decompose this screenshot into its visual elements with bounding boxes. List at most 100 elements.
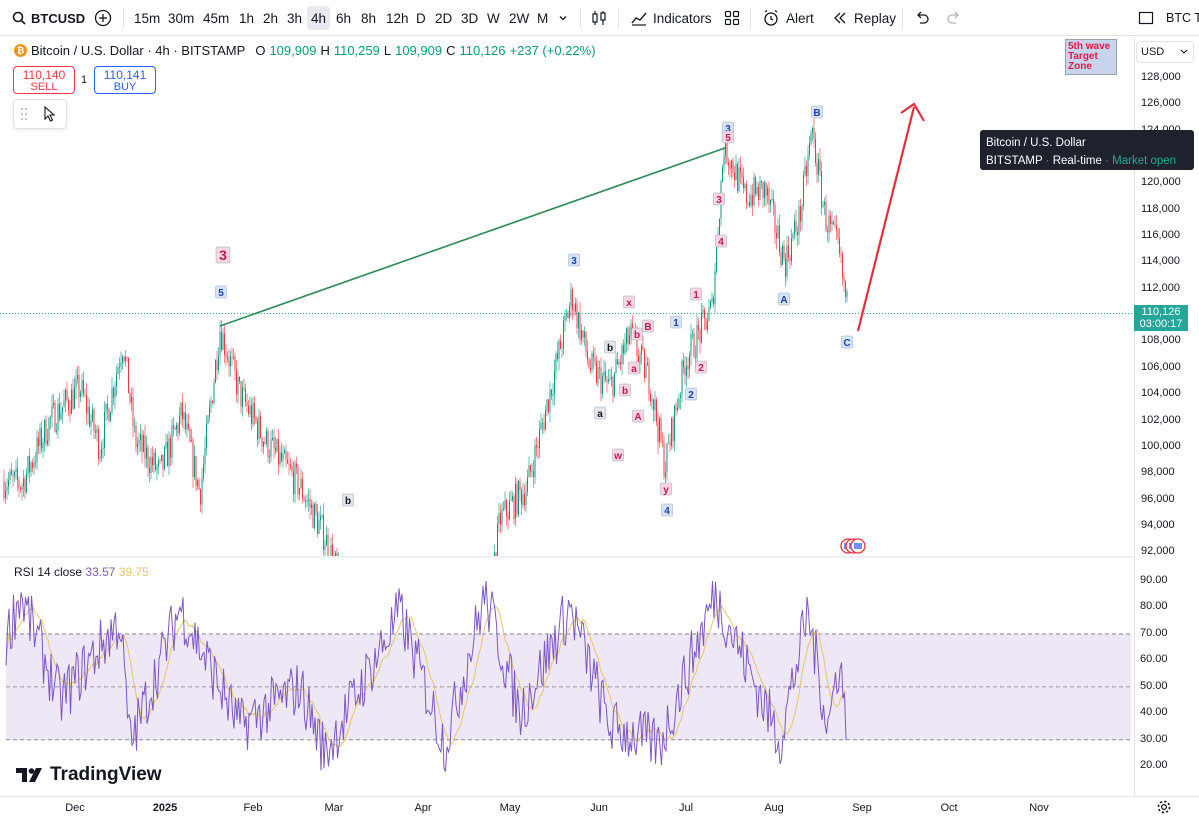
candle-body	[252, 403, 254, 424]
layouts-button[interactable]	[724, 0, 740, 36]
target-zone-note[interactable]: 5th wave Target Zone	[1065, 39, 1117, 75]
replay-button[interactable]: Replay	[832, 0, 896, 36]
arrow-head	[900, 102, 925, 122]
candle-body	[324, 545, 326, 550]
tf-6h[interactable]: 6h	[336, 10, 352, 26]
add-symbol-button[interactable]	[94, 0, 112, 36]
bitcoin-icon: ₿	[14, 44, 27, 57]
candle-body	[297, 466, 299, 495]
tf-1h[interactable]: 1h	[239, 10, 255, 26]
candle-body	[101, 449, 102, 458]
symbol-search[interactable]: BTCUSD	[12, 0, 85, 36]
tf-2d[interactable]: 2D	[435, 10, 453, 26]
candle-body	[554, 370, 555, 394]
rsi-line	[5, 580, 847, 772]
tf-15m[interactable]: 15m	[134, 10, 161, 26]
candle-body	[300, 478, 302, 489]
currency-select[interactable]: USD	[1136, 41, 1194, 63]
candle-body	[272, 437, 273, 440]
redo-icon	[947, 11, 959, 24]
candle-body	[675, 405, 677, 411]
sell-button[interactable]: 110,140 SELL	[13, 66, 75, 94]
candle-body	[759, 180, 761, 201]
compare-button[interactable]: BTC T	[1138, 0, 1199, 36]
buy-button[interactable]: 110,141 BUY	[94, 66, 156, 94]
candle-body	[597, 367, 599, 383]
time-axis-label: Jun	[590, 802, 608, 814]
candle-body	[143, 435, 144, 452]
tf-2w[interactable]: 2W	[509, 10, 530, 26]
tf-d[interactable]: D	[416, 10, 426, 26]
candle-body	[57, 403, 59, 431]
tf-45m[interactable]: 45m	[203, 10, 230, 26]
tradingview-logo[interactable]: TradingView	[16, 764, 162, 786]
candle-body	[747, 202, 749, 204]
time-axis-label: Nov	[1029, 802, 1049, 814]
chart-type-button[interactable]	[590, 0, 608, 36]
tf-8h[interactable]: 8h	[361, 10, 377, 26]
candle-body	[690, 334, 692, 356]
candle-body	[141, 434, 143, 452]
candle-body	[65, 389, 66, 401]
timeframe-dropdown[interactable]	[558, 0, 568, 36]
candle-body	[567, 313, 569, 319]
candle-body	[566, 313, 567, 316]
candle-body	[263, 441, 264, 447]
symbol-tooltip: Bitcoin / U.S. Dollar BITSTAMP · Real-ti…	[980, 130, 1194, 170]
candle-body	[152, 456, 153, 466]
close-label: C	[446, 43, 456, 58]
candle-body	[23, 478, 24, 487]
candle-body	[219, 331, 221, 357]
candle-body	[662, 441, 663, 443]
undo-button[interactable]	[914, 0, 930, 36]
candle-body	[761, 180, 762, 182]
time-axis[interactable]: Dec 2025 Feb Mar Apr May Jun Jul Aug Sep Oct Nov	[0, 796, 1199, 820]
candle-body	[123, 356, 125, 361]
candle-body	[3, 480, 5, 498]
candle-body	[107, 403, 108, 410]
candle-body	[156, 466, 158, 470]
wave-label-pink-4: 4	[715, 234, 727, 248]
time-axis-label: Oct	[940, 802, 958, 814]
candle-body	[129, 393, 131, 403]
tf-12h[interactable]: 12h	[386, 10, 409, 26]
tf-w[interactable]: W	[487, 10, 500, 26]
tf-3h[interactable]: 3h	[287, 10, 303, 26]
candle-body	[713, 297, 714, 305]
cursor-arrow-icon[interactable]	[43, 106, 57, 122]
price-axis-label: 102,000	[1141, 413, 1181, 426]
candle-body	[170, 438, 171, 458]
candle-body	[245, 389, 246, 403]
tf-4h[interactable]: 4h	[307, 6, 331, 30]
candle-body	[131, 396, 132, 403]
current-price-tag: 110,126 03:00:17	[1134, 305, 1188, 331]
tf-2h[interactable]: 2h	[263, 10, 279, 26]
drag-handle-icon[interactable]	[20, 107, 28, 121]
candle-body	[699, 329, 701, 343]
candle-body	[834, 224, 836, 226]
chart-settings-button[interactable]	[1156, 799, 1172, 820]
tf-30m[interactable]: 30m	[168, 10, 195, 26]
candle-body	[765, 182, 767, 196]
wave-label-pink-5: 5	[722, 130, 734, 144]
candle-body	[159, 460, 161, 462]
candle-body	[698, 325, 699, 330]
redo-button[interactable]	[946, 0, 962, 36]
candle-body	[674, 405, 675, 442]
svg-text:2: 2	[698, 363, 704, 374]
candle-body	[815, 138, 816, 164]
candle-body	[656, 399, 657, 422]
tf-3d[interactable]: 3D	[461, 10, 479, 26]
candle-body	[665, 472, 666, 478]
candle-body	[287, 459, 288, 464]
candle-body	[72, 389, 74, 409]
candle-body	[198, 480, 200, 490]
candle-body	[533, 471, 534, 477]
indicators-button[interactable]: Indicators	[630, 0, 712, 36]
candle-body	[773, 198, 774, 205]
tf-m[interactable]: M	[537, 10, 549, 26]
alert-button[interactable]: Alert	[762, 0, 814, 36]
candle-body	[233, 356, 234, 358]
